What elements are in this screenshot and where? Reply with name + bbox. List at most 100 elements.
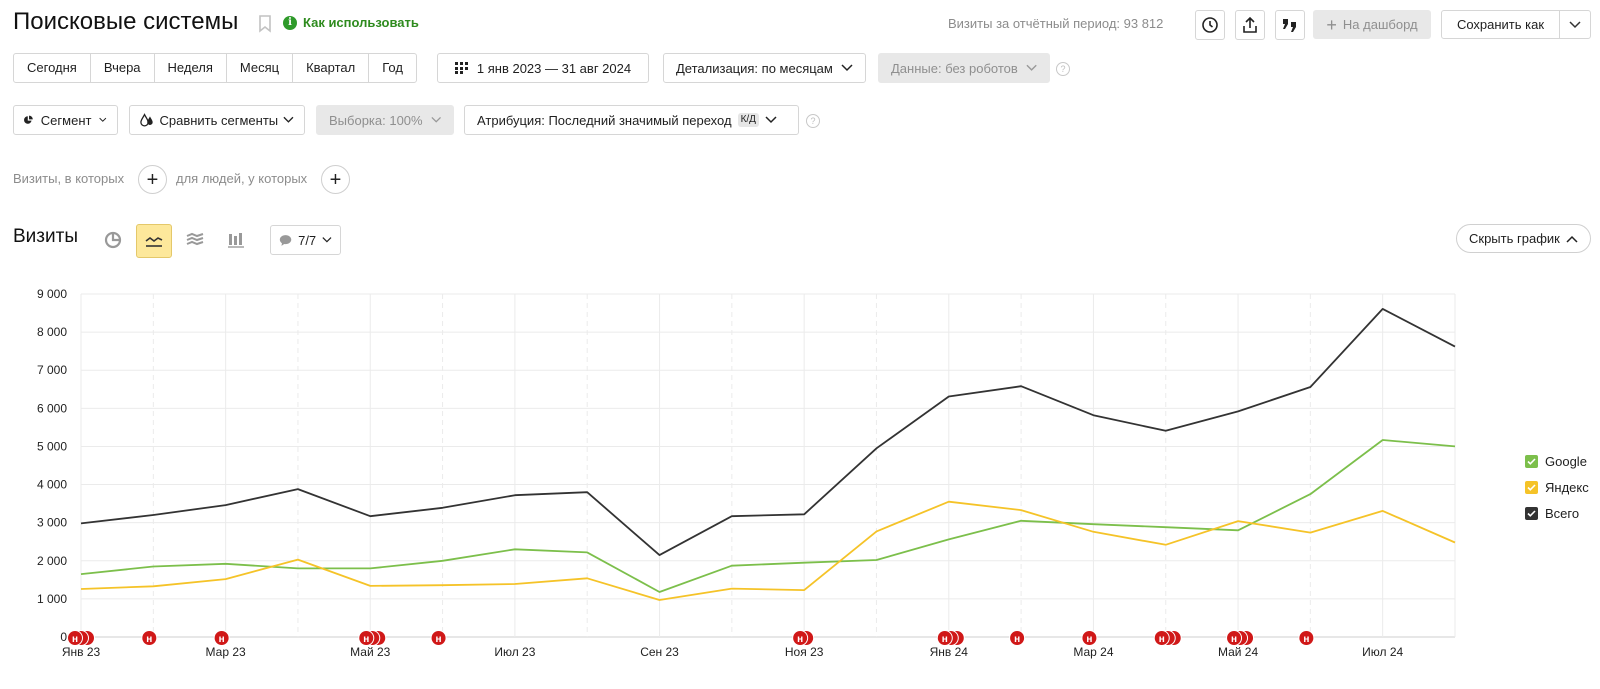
help-icon[interactable]: ? (806, 114, 820, 128)
bar-chart-icon (228, 233, 244, 248)
series-line (80, 439, 1456, 593)
note-marker-label: н (1086, 634, 1092, 645)
note-marker-label: н (363, 634, 369, 645)
period-selector: Сегодня Вчера Неделя Месяц Квартал Год (13, 53, 417, 83)
period-month-button[interactable]: Месяц (227, 54, 294, 82)
stacked-area-icon (186, 232, 204, 246)
drops-icon (140, 113, 153, 127)
period-year-button[interactable]: Год (382, 60, 403, 75)
checkbox-icon (1525, 454, 1538, 468)
x-tick-label: Янв 24 (930, 645, 969, 659)
note-marker-label: н (1231, 634, 1237, 645)
visits-where-label: Визиты, в которых (13, 171, 125, 186)
note-marker-label: н (219, 634, 225, 645)
save-as-label: Сохранить как (1442, 11, 1560, 38)
y-tick-label: 3 000 (37, 516, 67, 530)
y-tick-label: 5 000 (37, 439, 67, 453)
hide-chart-button[interactable]: Скрыть график (1456, 224, 1591, 253)
legend-label: Яндекс (1545, 479, 1589, 495)
segment-dropdown[interactable]: Сегмент (13, 105, 118, 135)
note-marker (141, 630, 158, 646)
attribution-badge: К/Д (737, 113, 759, 127)
y-tick-label: 6 000 (37, 401, 67, 415)
legend-item-total[interactable]: Всего (1525, 500, 1589, 526)
date-range-button[interactable]: 1 янв 2023 — 31 авг 2024 (437, 53, 649, 83)
note-marker (1298, 630, 1315, 646)
segment-label: Сегмент (40, 112, 92, 128)
note-marker (1226, 630, 1243, 646)
x-tick-label: Май 23 (350, 645, 391, 659)
history-button[interactable] (1195, 10, 1225, 40)
pie-icon (24, 115, 33, 124)
note-marker-label: н (1159, 634, 1165, 645)
period-week-button[interactable]: Неделя (155, 54, 227, 82)
note-marker-label: н (942, 634, 948, 645)
line-chart-icon (145, 237, 163, 247)
data-filter-dropdown[interactable]: Данные: без роботов (878, 53, 1050, 83)
help-icon[interactable]: ? (1056, 62, 1070, 76)
note-marker (358, 630, 375, 646)
add-people-condition-button[interactable]: + (321, 165, 350, 194)
line-view-button[interactable] (136, 224, 172, 258)
legend-item-yandex[interactable]: Яндекс (1525, 474, 1589, 500)
compare-segments-label: Сравнить сегменты (159, 112, 279, 128)
note-marker (936, 630, 953, 646)
share-button[interactable] (1235, 10, 1265, 40)
visits-line-chart: 0 1 000 2 000 3 000 4 000 5 000 6 000 7 000 8 00… (37, 287, 1456, 659)
sample-dropdown[interactable]: Выборка: 100% (316, 105, 454, 135)
attribution-dropdown[interactable]: Атрибуция: Последний значимый переход К/… (464, 105, 799, 135)
chevron-up-icon (1566, 235, 1578, 243)
x-tick-label: Июл 23 (494, 645, 535, 659)
note-marker-label: н (1014, 634, 1020, 645)
bookmark-icon[interactable] (258, 15, 272, 33)
checkbox-icon (1525, 480, 1538, 494)
legend-label: Всего (1545, 505, 1580, 521)
chevron-down-icon (431, 116, 441, 123)
calendar-icon (454, 62, 468, 74)
note-marker-label: н (72, 634, 78, 645)
chevron-down-icon[interactable] (1560, 20, 1590, 29)
x-tick-label: Май 24 (1218, 645, 1259, 659)
period-yesterday-button[interactable]: Вчера (91, 54, 155, 82)
plus-icon: + (1326, 14, 1337, 35)
x-tick-label: Июл 24 (1362, 645, 1403, 659)
bar-view-button[interactable] (220, 224, 252, 256)
feedback-button[interactable] (1275, 10, 1305, 40)
note-marker (430, 630, 447, 646)
note-marker (1081, 630, 1098, 646)
note-marker-label: н (146, 634, 152, 645)
clock-icon (1202, 17, 1218, 33)
detail-dropdown[interactable]: Детализация: по месяцам (663, 53, 866, 83)
people-where-label: для людей, у которых (176, 171, 308, 186)
chevron-down-icon (765, 116, 777, 124)
date-range-label: 1 янв 2023 — 31 авг 2024 (476, 60, 632, 76)
chevron-down-icon (99, 117, 107, 122)
page-title: Поисковые системы (13, 8, 239, 35)
period-quarter-button[interactable]: Квартал (293, 54, 370, 82)
add-to-dashboard-button[interactable]: + На дашборд (1313, 10, 1431, 39)
visits-summary: Визиты за отчётный период: 93 812 (948, 16, 1164, 31)
note-marker (213, 630, 230, 646)
pie-view-button[interactable] (97, 224, 129, 256)
x-tick-label: Ноя 23 (785, 645, 824, 659)
add-visit-condition-button[interactable]: + (138, 165, 167, 194)
detail-label: Детализация: по месяцам (676, 60, 833, 76)
period-today-button[interactable]: Сегодня (14, 54, 91, 82)
compare-segments-dropdown[interactable]: Сравнить сегменты (129, 105, 305, 135)
y-tick-label: 0 (60, 630, 67, 644)
checkbox-icon (1525, 506, 1538, 520)
note-marker (792, 630, 809, 646)
note-marker-label: н (1303, 634, 1309, 645)
chevron-down-icon (841, 64, 853, 72)
y-tick-label: 4 000 (37, 478, 67, 492)
save-as-button[interactable]: Сохранить как (1441, 10, 1591, 39)
sample-label: Выборка: 100% (329, 112, 423, 128)
area-view-button[interactable] (179, 224, 211, 256)
note-marker (67, 630, 83, 646)
x-tick-label: Янв 23 (62, 645, 101, 659)
note-marker (1153, 630, 1170, 646)
notes-dropdown[interactable]: 7/7 (270, 225, 341, 255)
info-icon: i (283, 15, 297, 30)
how-to-use-link[interactable]: i Как использовать (283, 15, 419, 30)
legend-item-google[interactable]: Google (1525, 448, 1589, 474)
